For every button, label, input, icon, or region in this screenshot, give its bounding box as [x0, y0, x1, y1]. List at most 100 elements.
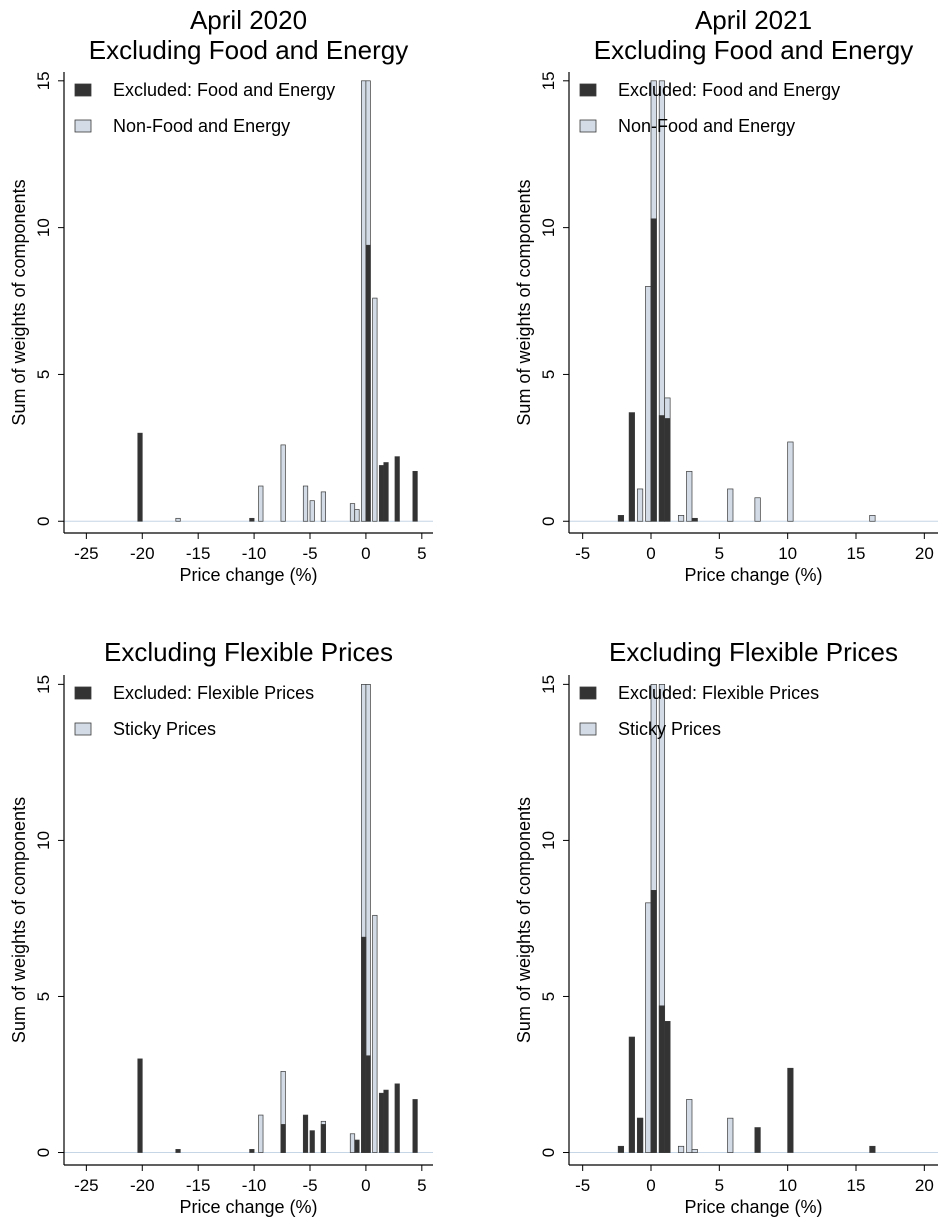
bar-included-8 — [691, 1149, 698, 1153]
bar-excluded-5 — [658, 1005, 666, 1153]
bar-excluded-5 — [383, 462, 389, 522]
bar-excluded-9 — [361, 936, 367, 1153]
bar-included-10 — [787, 441, 794, 522]
legend-label-1: Excluded: Flexible Prices — [113, 683, 314, 703]
x-tick-label: 0 — [361, 544, 370, 563]
legend-swatch-1 — [74, 686, 92, 700]
x-tick-label: -5 — [302, 544, 317, 563]
bar-excluded-1 — [617, 1145, 625, 1153]
bar-included-11 — [372, 297, 378, 522]
bar-excluded-10 — [365, 1055, 371, 1153]
y-tick-label: 10 — [539, 218, 558, 237]
bar-excluded-7 — [320, 1124, 327, 1153]
chart-panel-3: Excluding Flexible Prices -25 -20 -15 -10 -5 0… — [9, 637, 433, 1217]
x-tick-label: -10 — [242, 544, 267, 563]
x-axis-label: Price change (%) — [179, 565, 317, 585]
chart-panel-4: Excluding Flexible Prices -5 0 5 10 15 20 0 5 10 1… — [514, 637, 938, 1217]
x-tick-label: 5 — [417, 1176, 426, 1195]
bar-excluded-5 — [664, 418, 671, 522]
x-tick-label: 20 — [915, 1176, 934, 1195]
bar-included-6 — [677, 1145, 685, 1153]
legend-swatch-2 — [74, 722, 92, 736]
bar-included-7 — [686, 1099, 693, 1153]
bar-included-8 — [727, 488, 734, 522]
chart-subtitle: Excluding Food and Energy — [594, 35, 913, 65]
bar-included-7 — [686, 470, 693, 522]
legend-label-2: Non-Food and Energy — [618, 116, 795, 136]
bar-excluded-4 — [658, 415, 666, 522]
y-tick-label: 10 — [34, 218, 53, 237]
y-tick-label: 5 — [539, 370, 558, 379]
bar-excluded-8 — [354, 1139, 360, 1153]
bar-excluded-7 — [754, 1127, 761, 1153]
bar-included-7 — [349, 503, 356, 522]
bar-excluded-1 — [137, 1058, 143, 1153]
bar-included-5 — [309, 500, 315, 522]
x-axis-label: Price change (%) — [684, 565, 822, 585]
bar-excluded-9 — [869, 1145, 876, 1153]
legend-label-1: Excluded: Food and Energy — [113, 80, 335, 100]
bar-excluded-7 — [412, 470, 418, 522]
bar-included-7 — [372, 914, 378, 1153]
bar-excluded-2 — [175, 1149, 181, 1153]
y-tick-label: 15 — [539, 675, 558, 694]
bar-excluded-4 — [650, 890, 657, 1153]
x-tick-label: -15 — [186, 1176, 211, 1195]
chart-title: April 2020 — [190, 5, 307, 35]
y-axis-label: Sum of weights of components — [514, 179, 534, 425]
x-tick-label: -25 — [74, 544, 99, 563]
bar-included-1 — [175, 517, 181, 522]
bar-excluded-1 — [137, 432, 143, 522]
x-axis-label: Price change (%) — [179, 1197, 317, 1217]
bar-included-8 — [354, 509, 360, 522]
bar-included-2 — [645, 286, 652, 522]
x-tick-label: 10 — [778, 1176, 797, 1195]
bar-included-3 — [280, 444, 286, 522]
bar-excluded-6 — [309, 1130, 315, 1153]
legend-swatch-2 — [74, 119, 92, 133]
bar-excluded-3 — [249, 1149, 255, 1153]
y-axis-label: Sum of weights of components — [514, 797, 534, 1043]
x-tick-label: 5 — [715, 1176, 724, 1195]
bar-excluded-3 — [650, 218, 657, 522]
bar-excluded-11 — [378, 1092, 385, 1153]
bar-included-9 — [727, 1117, 734, 1153]
legend-swatch-1 — [74, 83, 92, 97]
x-tick-label: 20 — [915, 544, 934, 563]
bar-excluded-4 — [280, 1124, 286, 1153]
legend-label-2: Sticky Prices — [618, 719, 721, 739]
x-tick-label: -10 — [242, 1176, 267, 1195]
bar-excluded-8 — [787, 1067, 794, 1153]
x-axis-label: Price change (%) — [684, 1197, 822, 1217]
bar-excluded-13 — [394, 1083, 400, 1153]
bar-excluded-6 — [691, 517, 698, 522]
y-tick-label: 15 — [34, 71, 53, 90]
bar-excluded-6 — [664, 1021, 671, 1153]
x-tick-label: -5 — [575, 1176, 590, 1195]
bar-included-6 — [320, 491, 327, 522]
y-axis-label: Sum of weights of components — [9, 179, 29, 425]
bar-included-6 — [677, 515, 685, 522]
bar-excluded-2 — [249, 517, 255, 522]
y-tick-label: 5 — [34, 992, 53, 1001]
bar-excluded-1 — [617, 515, 625, 522]
x-tick-label: -15 — [186, 544, 211, 563]
bar-included-4 — [302, 485, 309, 522]
y-tick-label: 15 — [539, 71, 558, 90]
bar-excluded-12 — [383, 1089, 389, 1153]
x-tick-label: 15 — [847, 544, 866, 563]
bar-excluded-14 — [412, 1099, 418, 1153]
legend-label-1: Excluded: Food and Energy — [618, 80, 840, 100]
chart-subtitle: Excluding Food and Energy — [89, 35, 408, 65]
x-tick-label: 5 — [417, 544, 426, 563]
bar-included-9 — [754, 497, 761, 522]
bar-included-1 — [258, 1114, 264, 1153]
y-tick-label: 5 — [539, 992, 558, 1001]
bar-included-2 — [645, 902, 652, 1153]
bar-excluded-6 — [394, 456, 400, 522]
x-tick-label: 15 — [847, 1176, 866, 1195]
bar-included-2 — [258, 485, 264, 522]
